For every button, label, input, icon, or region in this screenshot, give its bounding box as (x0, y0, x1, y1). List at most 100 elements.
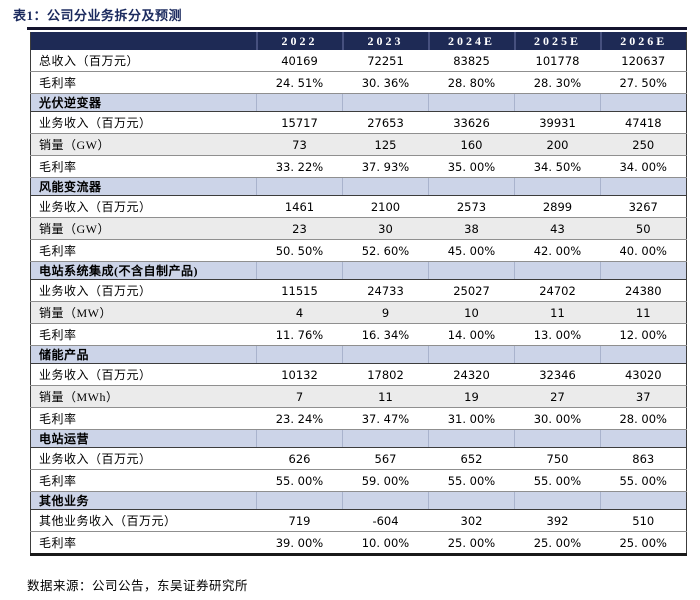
cell: 24733 (342, 279, 429, 302)
cell: 250 (600, 133, 687, 156)
cell: 863 (600, 447, 687, 470)
title-divider (27, 27, 687, 30)
cell: 28. 30% (514, 71, 601, 94)
cell: 45. 00% (428, 239, 515, 262)
cell: 510 (600, 509, 687, 532)
cell: 55. 00% (514, 469, 601, 492)
cell: 30. 00% (514, 407, 601, 430)
cell: 27. 50% (600, 71, 687, 94)
cell: 37. 93% (342, 155, 429, 178)
column-header-2024E: 2024E (427, 32, 515, 50)
row-label: 业务收入（百万元） (30, 195, 257, 218)
table-header: 2022 2023 2024E 2025E 2026E (30, 32, 687, 50)
table-row: 销量（MW） 4 9 10 11 11 (30, 301, 687, 324)
cell: 40169 (256, 50, 343, 72)
cell (514, 491, 601, 510)
row-label: 毛利率 (30, 239, 257, 262)
cell: 10 (428, 301, 515, 324)
cell (256, 345, 343, 364)
cell: 9 (342, 301, 429, 324)
section-row: 光伏逆变器 (30, 93, 687, 112)
cell (342, 491, 429, 510)
cell: 4 (256, 301, 343, 324)
cell: 24702 (514, 279, 601, 302)
cell: 35. 00% (428, 155, 515, 178)
cell: 28. 80% (428, 71, 515, 94)
row-label: 总收入（百万元） (30, 50, 257, 72)
cell: 59. 00% (342, 469, 429, 492)
cell (342, 429, 429, 448)
cell (600, 491, 687, 510)
cell (428, 345, 515, 364)
cell: 24380 (600, 279, 687, 302)
cell (600, 177, 687, 196)
cell: 50. 50% (256, 239, 343, 262)
section-label: 储能产品 (30, 345, 257, 364)
row-label: 毛利率 (30, 71, 257, 94)
table-row: 销量（GW） 73 125 160 200 250 (30, 133, 687, 156)
cell: 24. 51% (256, 71, 343, 94)
cell: 50 (600, 217, 687, 240)
cell: 10132 (256, 363, 343, 386)
table-row: 毛利率 11. 76% 16. 34% 14. 00% 13. 00% 12. 00% (30, 323, 687, 346)
cell: 2100 (342, 195, 429, 218)
section-row: 其他业务 (30, 491, 687, 510)
section-row: 储能产品 (30, 345, 687, 364)
cell (600, 93, 687, 112)
cell: 567 (342, 447, 429, 470)
cell: 32346 (514, 363, 601, 386)
table-title: 表1：公司分业务拆分及预测 (13, 8, 183, 23)
row-label: 业务收入（百万元） (30, 363, 257, 386)
table-row: 销量（GW） 23 30 38 43 50 (30, 217, 687, 240)
cell: 30 (342, 217, 429, 240)
cell (428, 491, 515, 510)
cell: 2573 (428, 195, 515, 218)
table-row: 业务收入（百万元） 626 567 652 750 863 (30, 447, 687, 470)
cell: 125 (342, 133, 429, 156)
cell: 11515 (256, 279, 343, 302)
cell: 55. 00% (256, 469, 343, 492)
cell: 25027 (428, 279, 515, 302)
cell: 11 (514, 301, 601, 324)
header-row: 2022 2023 2024E 2025E 2026E (30, 32, 687, 50)
column-header-2023: 2023 (341, 32, 429, 50)
cell: 11 (342, 385, 429, 408)
cell: 24320 (428, 363, 515, 386)
cell: 10. 00% (342, 531, 429, 555)
cell: 55. 00% (600, 469, 687, 492)
cell: 33. 22% (256, 155, 343, 178)
cell (256, 177, 343, 196)
column-header-2022: 2022 (255, 32, 343, 50)
label-column-header (30, 32, 257, 50)
cell: 750 (514, 447, 601, 470)
table-body: 总收入（百万元） 40169 72251 83825 101778 120637 毛利率 24… (30, 50, 687, 555)
cell: 19 (428, 385, 515, 408)
cell: 16. 34% (342, 323, 429, 346)
table-row: 销量（MWh） 7 11 19 27 37 (30, 385, 687, 408)
cell: 33626 (428, 111, 515, 134)
section-label: 电站系统集成(不含自制产品) (30, 261, 257, 280)
table-row: 业务收入（百万元） 1461 2100 2573 2899 3267 (30, 195, 687, 218)
table-row: 毛利率 33. 22% 37. 93% 35. 00% 34. 50% 34. 00% (30, 155, 687, 178)
cell (256, 491, 343, 510)
row-label: 毛利率 (30, 155, 257, 178)
row-label: 毛利率 (30, 531, 257, 555)
row-label: 业务收入（百万元） (30, 279, 257, 302)
cell: 7 (256, 385, 343, 408)
cell: 160 (428, 133, 515, 156)
section-row: 电站运营 (30, 429, 687, 448)
row-label: 销量（MWh） (30, 385, 257, 408)
row-label: 毛利率 (30, 407, 257, 430)
cell: 12. 00% (600, 323, 687, 346)
cell (600, 261, 687, 280)
cell: 23. 24% (256, 407, 343, 430)
cell: 43020 (600, 363, 687, 386)
cell: 1461 (256, 195, 343, 218)
section-row: 风能变流器 (30, 177, 687, 196)
cell: 34. 50% (514, 155, 601, 178)
cell (600, 345, 687, 364)
cell: 626 (256, 447, 343, 470)
table-row: 毛利率 39. 00% 10. 00% 25. 00% 25. 00% 25. 00% (30, 531, 687, 555)
cell: 23 (256, 217, 343, 240)
